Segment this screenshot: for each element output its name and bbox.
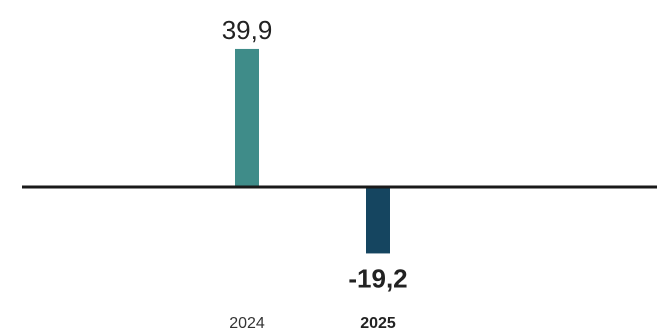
value-label-2025: -19,2: [348, 263, 407, 293]
bar-2024: [235, 48, 259, 187]
category-labels-group: 2024 2025: [229, 315, 396, 331]
value-labels-group: 39,9 -19,2: [222, 15, 408, 293]
category-label-2024: 2024: [229, 315, 265, 331]
bar-2025: [366, 187, 390, 254]
bars-group: [235, 48, 390, 254]
value-label-2024: 39,9: [222, 15, 273, 45]
category-label-2025: 2025: [360, 315, 396, 331]
